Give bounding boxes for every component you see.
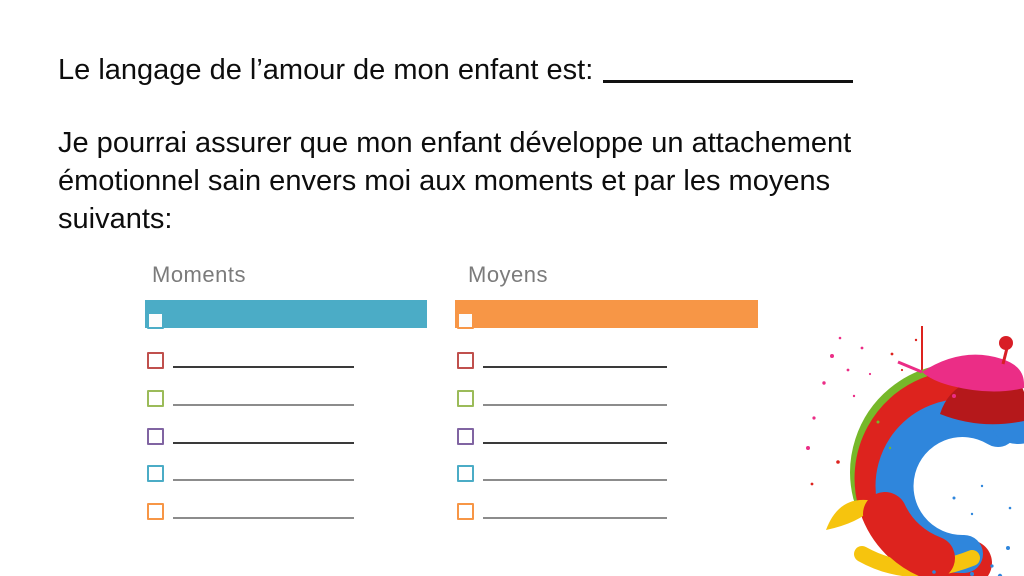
answer-blank-line[interactable] xyxy=(173,442,354,444)
moments-checklist xyxy=(145,352,427,532)
checkbox-icon[interactable] xyxy=(147,390,164,407)
checkbox-icon[interactable] xyxy=(147,503,164,520)
answer-blank-line[interactable] xyxy=(483,479,667,481)
checkbox-icon[interactable] xyxy=(147,465,164,482)
checklist-row xyxy=(455,503,758,520)
checkbox-icon[interactable] xyxy=(457,352,474,369)
checklist-row xyxy=(145,428,427,445)
paint-drip xyxy=(921,326,923,382)
answer-blank-line[interactable] xyxy=(483,404,667,406)
answer-blank-line[interactable] xyxy=(483,442,667,444)
paint-splatter-dots-blue xyxy=(932,484,1012,576)
answer-blank-line[interactable] xyxy=(173,479,354,481)
answer-blank-line[interactable] xyxy=(173,517,354,519)
column-header-moments: Moments xyxy=(152,262,246,287)
title-line: Le langage de l’amour de mon enfant est:… xyxy=(58,50,854,90)
checklist-row xyxy=(145,390,427,407)
checklist-row xyxy=(145,465,427,482)
checkbox-icon[interactable] xyxy=(147,428,164,445)
answer-blank-line[interactable] xyxy=(173,404,354,406)
checkbox-icon[interactable] xyxy=(457,312,474,329)
checkbox-icon[interactable] xyxy=(147,312,164,329)
checklist-row xyxy=(145,352,427,369)
checkbox-icon[interactable] xyxy=(457,503,474,520)
body-paragraph: Je pourrai assurer que mon enfant dévelo… xyxy=(58,124,851,238)
checklist-row xyxy=(145,503,427,520)
checkbox-icon[interactable] xyxy=(147,352,164,369)
column-header-moyens: Moyens xyxy=(468,262,549,287)
answer-blank-line[interactable] xyxy=(483,366,667,368)
paragraph-line: émotionnel sain envers moi aux moments e… xyxy=(58,165,831,197)
answer-blank-line[interactable] xyxy=(483,517,667,519)
checklist-row xyxy=(455,390,758,407)
paint-splatter-dots-red xyxy=(810,338,918,486)
moments-header-bar xyxy=(145,300,427,329)
answer-blank-line[interactable] xyxy=(173,366,354,368)
paragraph-line: suivants: xyxy=(58,203,173,235)
column-moments: Moments xyxy=(145,260,427,520)
checklist-row xyxy=(455,428,758,445)
paint-splash-image xyxy=(806,326,1024,576)
moyens-checklist xyxy=(455,352,758,532)
paragraph-line: Je pourrai assurer que mon enfant dévelo… xyxy=(58,127,852,159)
column-moyens: Moyens xyxy=(455,260,758,520)
checkbox-icon[interactable] xyxy=(457,390,474,407)
checklist-row xyxy=(455,465,758,482)
moyens-header-bar xyxy=(455,300,758,329)
checklist-row xyxy=(455,352,758,369)
paint-splatter-dots-green xyxy=(876,420,892,450)
title-text: Le langage de l’amour de mon enfant est: xyxy=(58,54,594,86)
checkbox-icon[interactable] xyxy=(457,465,474,482)
checkbox-icon[interactable] xyxy=(457,428,474,445)
title-blank-line[interactable]: _______________ xyxy=(603,50,854,83)
